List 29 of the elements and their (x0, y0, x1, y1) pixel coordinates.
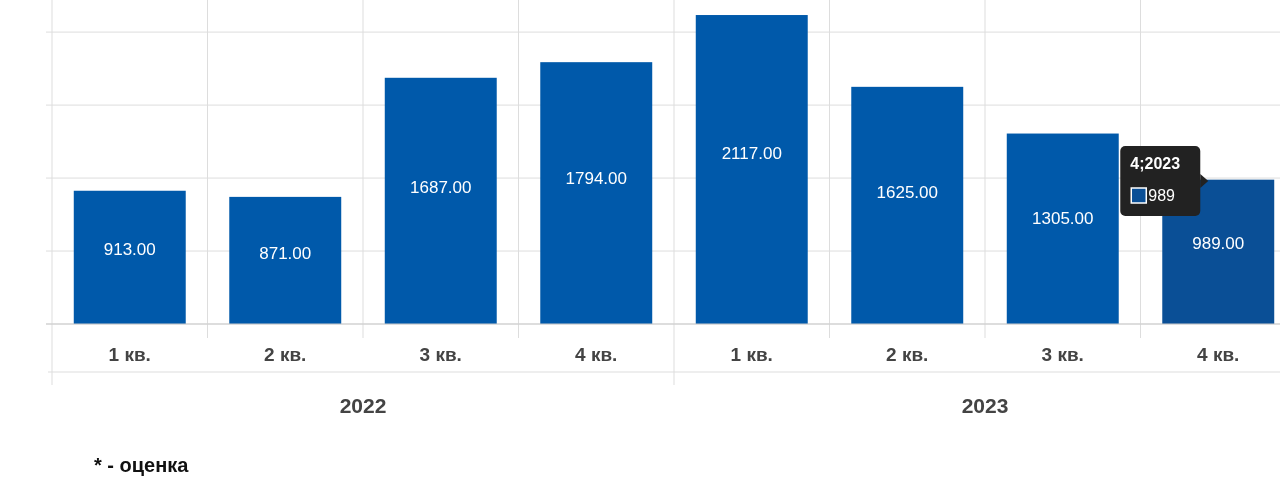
tooltip: 4;2023 989 (1120, 146, 1209, 216)
data-label: 1794.00 (565, 169, 627, 189)
data-label: 913.00 (103, 240, 156, 260)
bar (851, 86, 964, 324)
x-tick-label: 3 кв. (1041, 344, 1084, 366)
x-tick-label: 4 кв. (1197, 344, 1240, 366)
bar (540, 62, 653, 324)
x-tick-label: 1 кв. (730, 344, 773, 366)
data-label: 871.00 (259, 243, 312, 263)
x-tick-label: 1 кв. (108, 344, 151, 366)
x-tick-label: 2 кв. (886, 344, 929, 366)
x-tick-label: 3 кв. (419, 344, 462, 366)
data-label: 1687.00 (410, 178, 472, 198)
bar (73, 190, 186, 324)
data-label: 1625.00 (876, 183, 938, 203)
bar (384, 77, 497, 324)
bar (1006, 133, 1119, 324)
x-tick-label: 4 кв. (575, 344, 618, 366)
x-tick-label: 2 кв. (264, 344, 307, 366)
data-label: 2117.00 (721, 143, 782, 163)
text: * - оценка (94, 454, 190, 477)
data-label: 989.00 (1192, 234, 1245, 254)
text: 2022 (339, 393, 387, 417)
annotation: 4;2023 (1130, 155, 1181, 173)
data-label: 1305.00 (1032, 208, 1094, 228)
bar (229, 196, 342, 324)
text: 2023 (961, 393, 1009, 417)
bar (695, 15, 808, 324)
annotation: 989 (1148, 187, 1176, 205)
